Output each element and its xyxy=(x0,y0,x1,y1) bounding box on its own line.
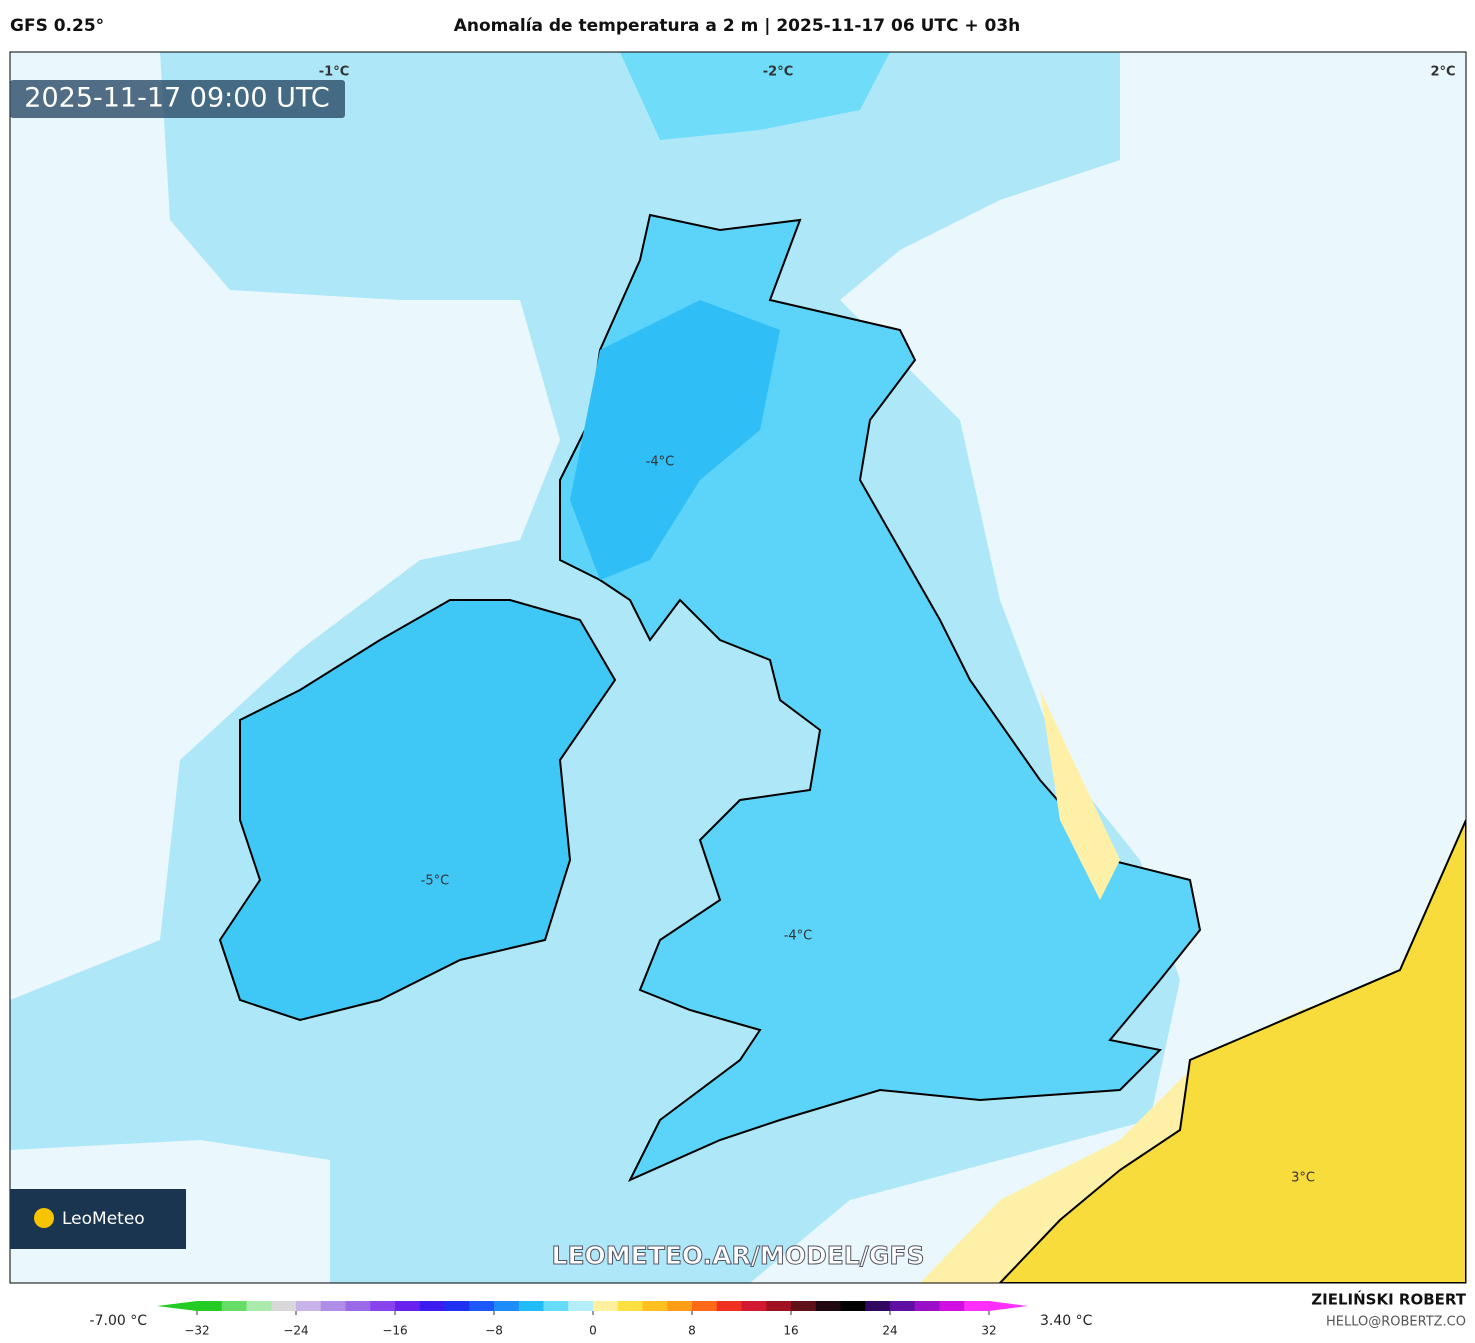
colorbar-swatch xyxy=(815,1301,841,1311)
colorbar-tick-label: 32 xyxy=(981,1324,996,1338)
colorbar-tick-label: 24 xyxy=(882,1324,897,1338)
colorbar-swatch xyxy=(964,1301,990,1311)
scotland-cold xyxy=(570,300,780,580)
contour-label: -4°C xyxy=(784,929,813,944)
contour-label: -4°C xyxy=(646,455,675,470)
colorbar-swatch xyxy=(617,1301,643,1311)
colorbar-tick-label: −8 xyxy=(485,1324,503,1338)
colorbar-swatch xyxy=(667,1301,693,1311)
colorbar-tick-label: 8 xyxy=(688,1324,696,1338)
map: -1°C -2°C 2°C -4°C -5°C -4°C 3°C 2025-11… xyxy=(9,51,1467,1284)
logo-sun xyxy=(34,1208,54,1228)
colorbar-swatch xyxy=(568,1301,594,1311)
colorbar-swatch xyxy=(939,1301,965,1311)
time-box xyxy=(10,80,345,118)
model-label: GFS 0.25° xyxy=(10,16,104,36)
colorbar-swatch xyxy=(543,1301,569,1311)
colorbar-swatch xyxy=(345,1301,371,1311)
warm-patch xyxy=(1040,690,1120,900)
colorbar-swatch xyxy=(419,1301,445,1311)
colorbar-swatch xyxy=(370,1301,396,1311)
colorbar-swatch xyxy=(494,1301,520,1311)
colorbar-swatch xyxy=(766,1301,792,1311)
contour-label: 2°C xyxy=(1430,65,1455,80)
colorbar-swatch xyxy=(741,1301,767,1311)
author: ZIELIŃSKI ROBERT xyxy=(1311,1290,1466,1309)
title: Anomalía de temperatura a 2 m | 2025-11-… xyxy=(454,16,1021,36)
ireland xyxy=(218,599,617,1022)
colorbar-swatch xyxy=(791,1301,817,1311)
colorbar-swatch xyxy=(296,1301,322,1311)
continent xyxy=(998,819,1466,1283)
colorbar-max: 3.40 °C xyxy=(1040,1313,1093,1329)
colorbar-tick-label: 16 xyxy=(783,1324,798,1338)
map-frame xyxy=(9,51,1467,1284)
colorbar: -7.00 °C 3.40 °C −32 −24 −16 −8 0 8 16 24 32 xyxy=(90,1301,1093,1338)
colorbar-tick-label: 0 xyxy=(589,1324,597,1338)
colorbar-swatch xyxy=(395,1301,421,1311)
colorbar-low-arrow xyxy=(157,1301,197,1311)
colorbar-swatch xyxy=(469,1301,495,1311)
colorbar-swatch xyxy=(246,1301,272,1311)
cold-area xyxy=(620,52,890,140)
colorbar-swatch xyxy=(444,1301,470,1311)
colorbar-min: -7.00 °C xyxy=(90,1313,148,1329)
colorbar-swatch xyxy=(221,1301,247,1311)
colorbar-swatch xyxy=(914,1301,940,1311)
colorbar-swatch xyxy=(320,1301,346,1311)
colorbar-swatch xyxy=(692,1301,718,1311)
email: HELLO@ROBERTZ.CO xyxy=(1326,1315,1466,1330)
contour-label: -2°C xyxy=(763,65,793,80)
colorbar-swatch xyxy=(271,1301,297,1311)
colorbar-swatch xyxy=(865,1301,891,1311)
contour-label: -1°C xyxy=(319,65,349,80)
colorbar-swatch xyxy=(840,1301,866,1311)
colorbar-swatch xyxy=(642,1301,668,1311)
valid-time: 2025-11-17 09:00 UTC xyxy=(24,83,329,114)
colorbar-tick-label: −32 xyxy=(184,1324,209,1338)
colorbar-swatch xyxy=(890,1301,916,1311)
watermark: LEOMETEO.AR/MODEL/GFS xyxy=(552,1241,925,1270)
colorbar-tick-label: −24 xyxy=(283,1324,308,1338)
colorbar-swatch xyxy=(518,1301,544,1311)
contour-label: -5°C xyxy=(421,874,450,889)
colorbar-tick-label: −16 xyxy=(382,1324,407,1338)
colorbar-high-arrow xyxy=(989,1301,1028,1311)
colorbar-swatch xyxy=(197,1301,223,1311)
logo-text: LeoMeteo xyxy=(62,1209,145,1229)
contour-label: 3°C xyxy=(1291,1171,1315,1186)
colorbar-swatch xyxy=(593,1301,619,1311)
colorbar-swatch xyxy=(716,1301,742,1311)
